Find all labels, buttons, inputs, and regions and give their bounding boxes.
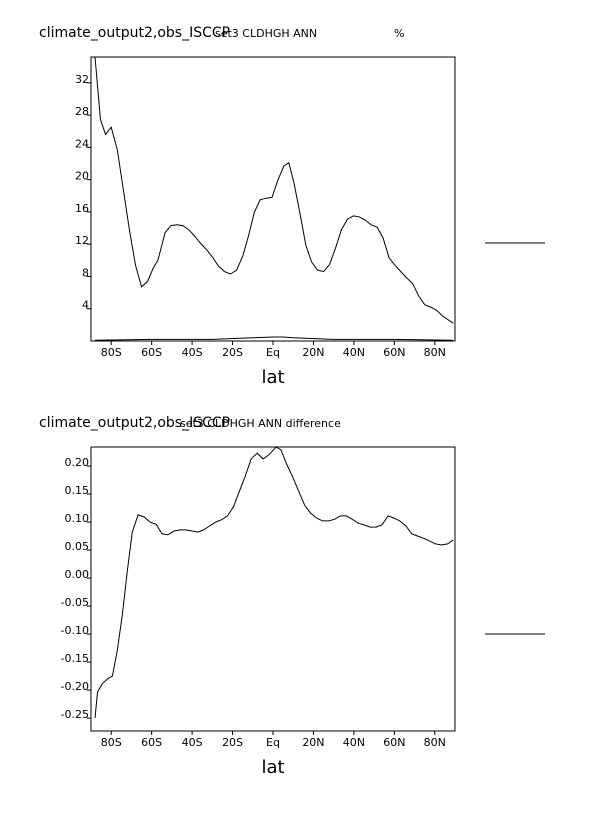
- x-tick-label: 40N: [343, 346, 365, 359]
- data-line: [94, 336, 454, 341]
- x-tick-label: 20S: [222, 346, 243, 359]
- y-tick-label: -0.20: [61, 680, 89, 693]
- x-tick-label: Eq: [266, 736, 280, 749]
- x-tick-label: 80S: [101, 736, 122, 749]
- y-tick-label: 24: [75, 137, 89, 150]
- x-tick-label: 20S: [222, 736, 243, 749]
- units: %: [394, 27, 404, 40]
- y-tick-label: 32: [75, 73, 89, 86]
- y-tick-label: 8: [82, 266, 89, 279]
- y-tick-label: 0.05: [65, 540, 90, 553]
- data-line: [94, 446, 454, 719]
- x-tick-label: 80S: [101, 346, 122, 359]
- y-tick-label: 12: [75, 234, 89, 247]
- x-tick-label: 80N: [424, 346, 446, 359]
- x-tick-label: 20N: [302, 736, 324, 749]
- y-tick-label: 0.00: [65, 568, 90, 581]
- chart-subtitle: set3 CLDHGH ANN: [215, 27, 317, 40]
- y-tick-label: 0.20: [65, 456, 90, 469]
- x-tick-label: 60N: [383, 736, 405, 749]
- y-tick-label: 16: [75, 202, 89, 215]
- x-tick-label: 40S: [182, 736, 203, 749]
- y-tick-label: -0.15: [61, 652, 89, 665]
- x-tick-label: 60S: [141, 346, 162, 359]
- y-tick-label: -0.10: [61, 624, 89, 637]
- y-tick-label: 20: [75, 170, 89, 183]
- data-line: [94, 56, 454, 324]
- y-tick-label: -0.05: [61, 596, 89, 609]
- x-tick-label: 40N: [343, 736, 365, 749]
- y-tick-label: 4: [82, 299, 89, 312]
- x-tick-label: 80N: [424, 736, 446, 749]
- y-tick-label: 0.10: [65, 512, 90, 525]
- x-axis-label: lat: [261, 367, 284, 388]
- x-tick-label: 40S: [182, 346, 203, 359]
- x-tick-label: 60N: [383, 346, 405, 359]
- chart-title: climate_output2,obs_ISCCP: [39, 415, 230, 431]
- y-tick-label: -0.25: [61, 708, 89, 721]
- y-tick-label: 28: [75, 105, 89, 118]
- chart-subtitle: set3 CLDHGH ANN difference: [180, 417, 341, 430]
- chart-title: climate_output2,obs_ISCCP: [39, 25, 230, 41]
- y-tick-label: 0.15: [65, 484, 90, 497]
- x-axis-label: lat: [261, 757, 284, 778]
- x-tick-label: 20N: [302, 346, 324, 359]
- x-tick-label: Eq: [266, 346, 280, 359]
- x-tick-label: 60S: [141, 736, 162, 749]
